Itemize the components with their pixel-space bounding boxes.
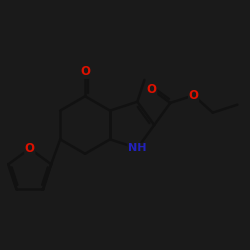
Text: O: O — [80, 65, 90, 78]
Text: NH: NH — [128, 143, 146, 153]
Text: O: O — [25, 142, 35, 155]
Text: O: O — [188, 89, 198, 102]
Text: O: O — [147, 83, 157, 96]
